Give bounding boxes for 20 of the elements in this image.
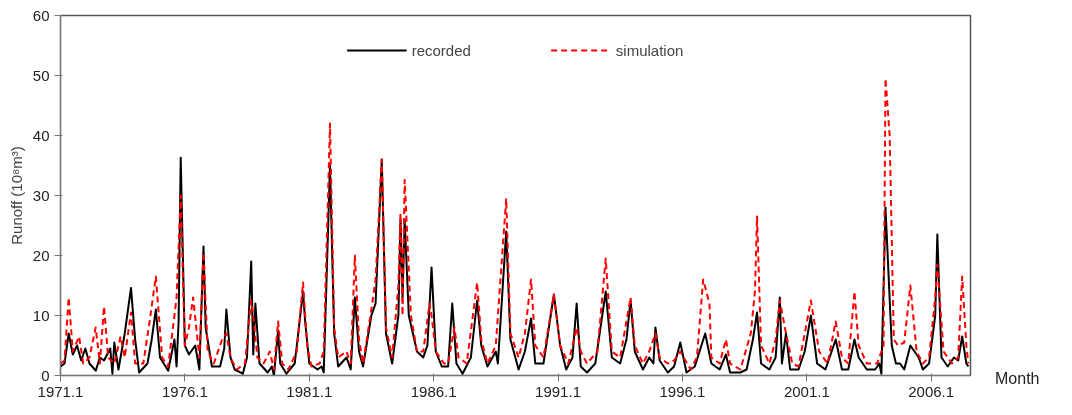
x-tick-label: 1971.1 <box>37 382 84 400</box>
x-tick-label: 2006.1 <box>908 382 955 400</box>
y-tick-label: 50 <box>32 66 50 84</box>
y-tick-label: 20 <box>32 246 50 264</box>
y-tick-label: 0 <box>41 366 50 384</box>
x-tick-label: 1996.1 <box>659 382 706 400</box>
legend-label: recorded <box>411 41 471 59</box>
x-tick-label: 1976.1 <box>161 382 208 400</box>
legend-label: simulation <box>615 41 684 59</box>
x-axis-title: Month <box>995 369 1040 389</box>
y-tick-label: 30 <box>32 186 50 204</box>
y-axis-title: Runoff (10⁸m³) <box>7 146 25 245</box>
line-series <box>60 77 970 371</box>
y-tick-label: 40 <box>32 126 50 144</box>
x-tick-label: 1981.1 <box>286 382 333 400</box>
y-tick-label: 10 <box>32 306 50 324</box>
x-tick-label: 1991.1 <box>535 382 581 400</box>
x-tick-label: 2001.1 <box>783 382 830 400</box>
y-tick-label: 60 <box>32 6 50 24</box>
x-tick-label: 1986.1 <box>410 382 457 400</box>
